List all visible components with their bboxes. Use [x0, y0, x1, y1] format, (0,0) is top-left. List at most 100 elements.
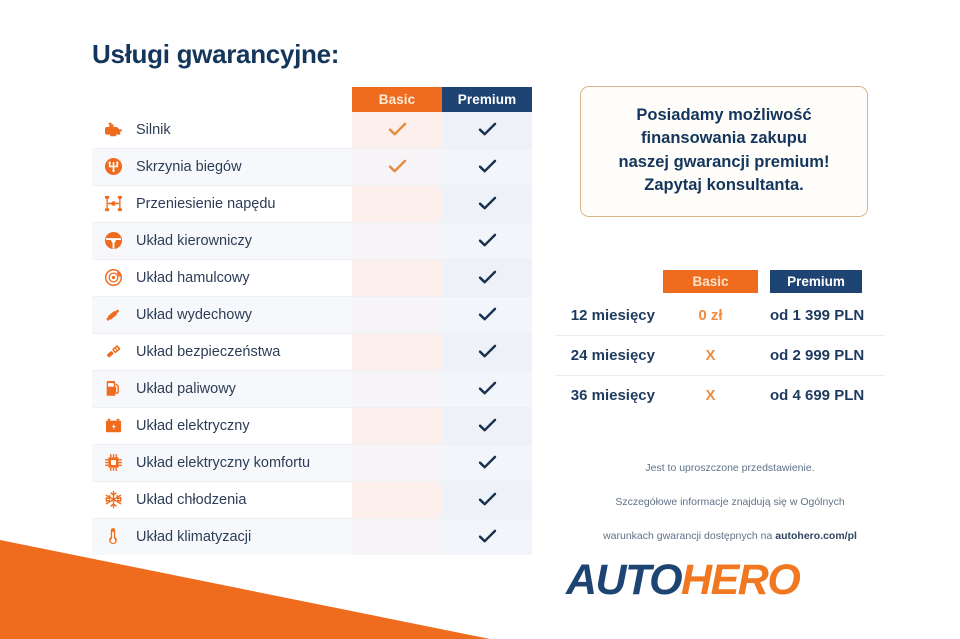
pricing-premium: od 2 999 PLN [770, 346, 865, 364]
table-row: Układ hamulcowy [92, 260, 532, 297]
cell-premium [442, 371, 532, 407]
page-title: Usługi gwarancyjne: [92, 39, 340, 69]
steering-wheel-icon [100, 230, 126, 252]
cell-premium [442, 334, 532, 370]
cell-premium [442, 297, 532, 333]
check-icon [388, 159, 406, 173]
check-icon [388, 122, 406, 136]
services-header-basic: Basic [352, 86, 442, 112]
check-icon [478, 307, 496, 321]
table-row: 12 miesięcy 0 zł od 1 399 PLN [555, 296, 885, 336]
disclaimer-line-1: Jest to uproszczone przedstawienie. [645, 461, 815, 474]
check-icon [478, 122, 496, 136]
row-label: Silnik [92, 119, 352, 141]
cell-premium [442, 112, 532, 148]
row-label: Układ paliwowy [92, 378, 352, 400]
table-row: Układ paliwowy [92, 370, 532, 408]
cell-premium [442, 519, 532, 555]
table-row: 36 miesięcy X od 4 699 PLN [555, 376, 885, 415]
chip-icon [100, 452, 126, 474]
snowflake-icon [100, 489, 126, 511]
pricing-table: Basic Premium 12 miesięcy 0 zł od 1 399 … [555, 269, 885, 415]
right-panel: Posiadamy możliwość finansowania zakupu … [555, 40, 905, 545]
row-label-text: Układ wydechowy [136, 306, 253, 323]
pricing-header-basic: Basic [663, 269, 758, 293]
cell-basic [352, 519, 442, 555]
cell-basic [352, 112, 442, 148]
pricing-term: 36 miesięcy [570, 386, 655, 404]
row-label-text: Układ elektryczny [136, 417, 250, 434]
row-tint [92, 370, 532, 407]
cell-empty [397, 425, 398, 426]
row-label-text: Układ chłodzenia [136, 491, 247, 508]
cell-premium [442, 482, 532, 518]
pricing-term: 12 miesięcy [570, 306, 655, 324]
table-row: Skrzynia biegów [92, 148, 532, 186]
cell-empty [397, 499, 398, 500]
check-icon [478, 159, 496, 173]
pricing-header-premium: Premium [770, 269, 862, 293]
orange-corner-wedge [0, 540, 490, 639]
check-icon [478, 529, 496, 543]
pricing-term: 24 miesięcy [570, 346, 655, 364]
row-label-text: Układ kierowniczy [136, 232, 253, 249]
row-label: Skrzynia biegów [92, 156, 352, 178]
battery-icon [100, 415, 126, 437]
disclaimer-line-2: Szczegółowe informacje znajdują się w Og… [615, 495, 845, 508]
website-link[interactable]: autohero.com/pl [775, 529, 857, 542]
cell-basic [352, 334, 442, 370]
thermometer-icon [100, 526, 126, 548]
cell-premium [442, 223, 532, 259]
services-table-header: Basic Premium [92, 86, 532, 112]
row-label-text: Przeniesienie napędu [136, 195, 276, 212]
drivetrain-icon [100, 193, 126, 215]
cell-empty [397, 277, 398, 278]
exhaust-icon [100, 304, 126, 326]
pricing-basic: X [705, 386, 716, 404]
check-icon [478, 196, 496, 210]
cell-basic [352, 408, 442, 444]
engine-icon [100, 119, 126, 141]
cell-premium [442, 260, 532, 296]
services-table: Basic Premium Silnik [92, 86, 532, 555]
cell-basic [352, 149, 442, 185]
row-label-text: Silnik [136, 121, 171, 138]
financing-text: Posiadamy możliwość finansowania zakupu … [618, 106, 830, 195]
row-label-text: Układ klimatyzacji [136, 528, 252, 545]
disclaimer: Jest to uproszczone przedstawienie. Szcz… [555, 443, 905, 545]
pricing-premium: od 1 399 PLN [770, 306, 865, 324]
row-tint [92, 222, 532, 259]
cell-basic [352, 445, 442, 481]
check-icon [478, 381, 496, 395]
pricing-premium: od 4 699 PLN [770, 386, 865, 404]
cell-basic [352, 260, 442, 296]
header-spacer [92, 87, 352, 112]
check-icon [478, 344, 496, 358]
row-tint [92, 444, 532, 481]
table-row: Układ elektryczny [92, 408, 532, 445]
row-label: Układ hamulcowy [92, 267, 352, 289]
cell-empty [397, 536, 398, 537]
table-row: Układ kierowniczy [92, 222, 532, 260]
row-label-text: Układ hamulcowy [136, 269, 250, 286]
table-row: Układ elektryczny komfortu [92, 444, 532, 482]
seatbelt-icon [100, 341, 126, 363]
check-icon [478, 455, 496, 469]
table-row: Układ wydechowy [92, 296, 532, 334]
cell-empty [397, 203, 398, 204]
services-panel: Usługi gwarancyjne: Basic Premium [92, 40, 534, 555]
gearbox-icon [100, 156, 126, 178]
logo-hero-text: HERO [681, 556, 801, 604]
row-label: Układ klimatyzacji [92, 526, 352, 548]
row-label: Układ chłodzenia [92, 489, 352, 511]
row-tint [92, 296, 532, 333]
check-icon [478, 418, 496, 432]
row-label: Układ elektryczny komfortu [92, 452, 352, 474]
cell-empty [397, 351, 398, 352]
cell-premium [442, 408, 532, 444]
cell-empty [397, 388, 398, 389]
row-tint [92, 518, 532, 555]
cell-empty [397, 462, 398, 463]
row-label-text: Skrzynia biegów [136, 158, 242, 175]
